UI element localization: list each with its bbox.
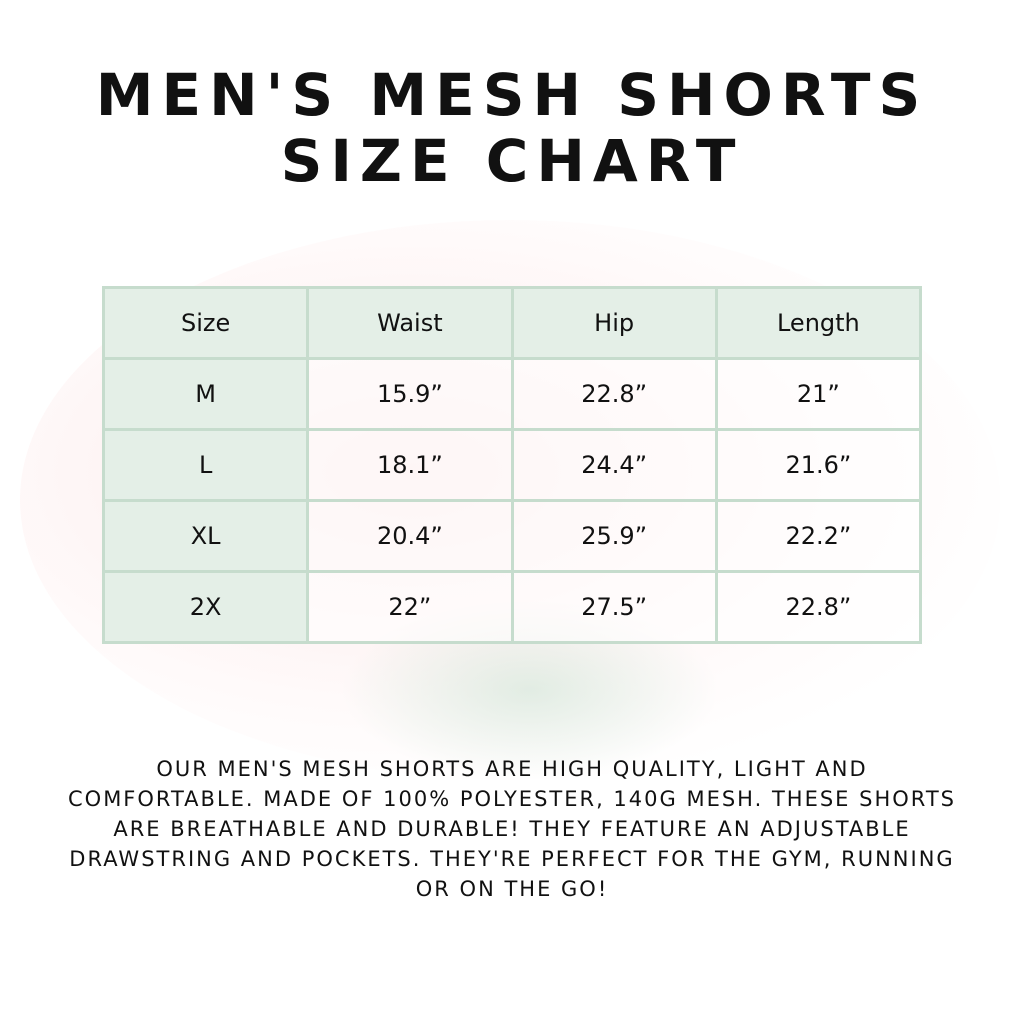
size-chart-table: Size Waist Hip Length M 15.9” 22.8” 21” … bbox=[101, 286, 923, 644]
table-row: L 18.1” 24.4” 21.6” bbox=[101, 428, 923, 502]
cell-size: M bbox=[101, 357, 310, 431]
cell-hip: 25.9” bbox=[510, 499, 718, 573]
table-row: M 15.9” 22.8” 21” bbox=[101, 357, 923, 431]
page-title: MEN'S MESH SHORTS SIZE CHART bbox=[0, 62, 1024, 194]
cell-waist: 20.4” bbox=[306, 499, 514, 573]
cell-length: 21.6” bbox=[714, 428, 923, 502]
header-hip: Hip bbox=[510, 286, 718, 360]
cell-length: 22.8” bbox=[714, 570, 923, 644]
cell-waist: 15.9” bbox=[306, 357, 514, 431]
header-size: Size bbox=[101, 286, 310, 360]
table-row: XL 20.4” 25.9” 22.2” bbox=[101, 499, 923, 573]
title-line-1: MEN'S MESH SHORTS bbox=[95, 61, 929, 129]
header-length: Length bbox=[714, 286, 923, 360]
table-header-row: Size Waist Hip Length bbox=[101, 286, 923, 360]
cell-size: 2X bbox=[101, 570, 310, 644]
cell-waist: 22” bbox=[306, 570, 514, 644]
cell-hip: 27.5” bbox=[510, 570, 718, 644]
cell-hip: 22.8” bbox=[510, 357, 718, 431]
cell-size: XL bbox=[101, 499, 310, 573]
title-line-2: SIZE CHART bbox=[280, 127, 744, 195]
cell-hip: 24.4” bbox=[510, 428, 718, 502]
product-description: Our men's mesh shorts are high quality, … bbox=[68, 757, 956, 901]
cell-length: 22.2” bbox=[714, 499, 923, 573]
cell-waist: 18.1” bbox=[306, 428, 514, 502]
header-waist: Waist bbox=[306, 286, 514, 360]
cell-length: 21” bbox=[714, 357, 923, 431]
cell-size: L bbox=[101, 428, 310, 502]
table-row: 2X 22” 27.5” 22.8” bbox=[101, 570, 923, 644]
